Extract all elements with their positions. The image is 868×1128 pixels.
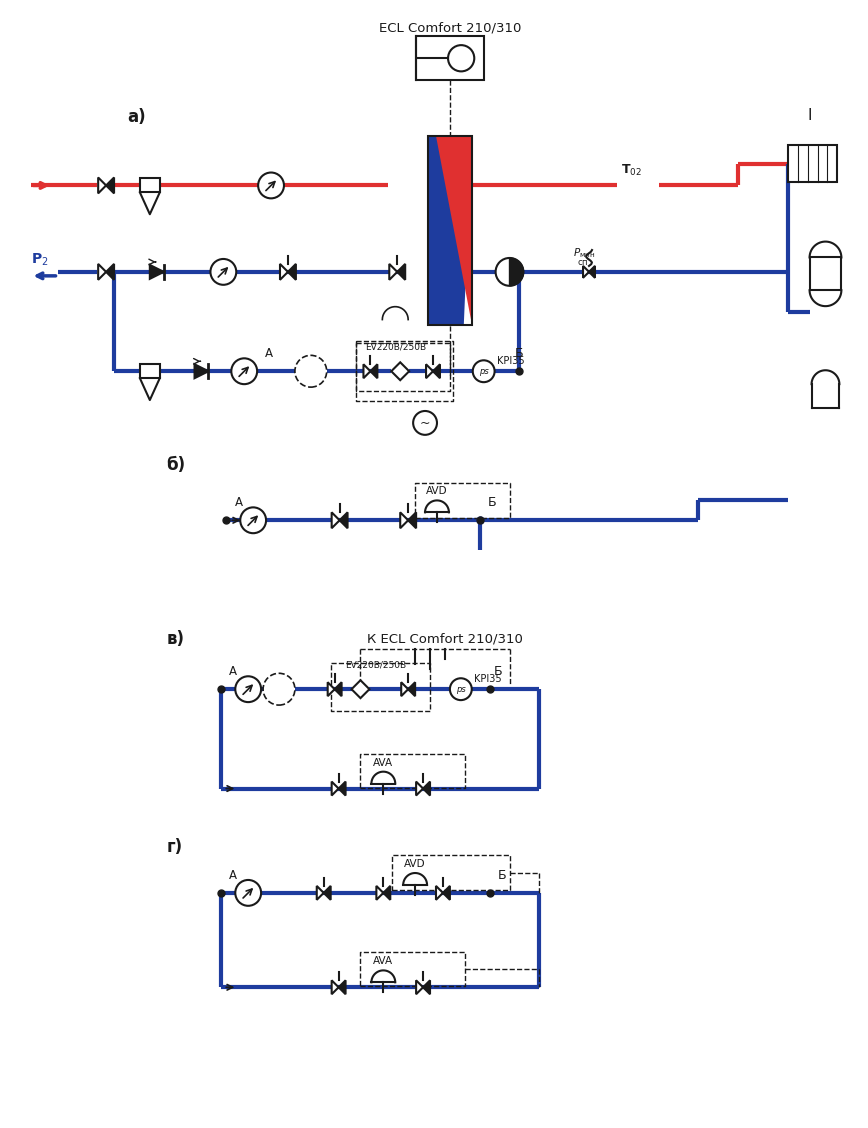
Circle shape bbox=[448, 45, 474, 71]
Polygon shape bbox=[436, 135, 471, 325]
Polygon shape bbox=[589, 266, 595, 277]
Polygon shape bbox=[443, 885, 450, 900]
Polygon shape bbox=[339, 980, 345, 994]
Circle shape bbox=[496, 258, 523, 285]
Polygon shape bbox=[416, 980, 423, 994]
Polygon shape bbox=[288, 264, 296, 280]
Text: EV220B/250B: EV220B/250B bbox=[345, 660, 406, 669]
Polygon shape bbox=[98, 177, 106, 193]
Polygon shape bbox=[389, 264, 398, 280]
Text: ps: ps bbox=[456, 685, 466, 694]
Circle shape bbox=[210, 259, 236, 284]
Polygon shape bbox=[423, 782, 430, 795]
Circle shape bbox=[235, 880, 261, 906]
Text: KPI35: KPI35 bbox=[496, 356, 524, 367]
Polygon shape bbox=[106, 177, 114, 193]
Text: А: А bbox=[229, 869, 237, 882]
Circle shape bbox=[473, 360, 495, 382]
Text: г): г) bbox=[167, 838, 183, 856]
Polygon shape bbox=[339, 512, 347, 528]
Polygon shape bbox=[280, 264, 288, 280]
Polygon shape bbox=[328, 682, 335, 696]
Polygon shape bbox=[416, 782, 423, 795]
Polygon shape bbox=[335, 682, 342, 696]
Polygon shape bbox=[352, 680, 370, 698]
Circle shape bbox=[240, 508, 266, 534]
Circle shape bbox=[413, 411, 437, 434]
Text: AVD: AVD bbox=[404, 860, 426, 869]
Polygon shape bbox=[332, 782, 339, 795]
Polygon shape bbox=[317, 885, 324, 900]
Polygon shape bbox=[583, 266, 589, 277]
Polygon shape bbox=[426, 364, 433, 378]
Polygon shape bbox=[428, 135, 471, 325]
Text: Б: Б bbox=[497, 869, 506, 882]
Polygon shape bbox=[400, 512, 408, 528]
Polygon shape bbox=[433, 364, 440, 378]
Polygon shape bbox=[377, 885, 384, 900]
Text: $\rm сп$: $\rm сп$ bbox=[577, 258, 589, 267]
Text: ~: ~ bbox=[420, 416, 431, 430]
Polygon shape bbox=[364, 364, 371, 378]
FancyBboxPatch shape bbox=[140, 364, 160, 378]
FancyBboxPatch shape bbox=[788, 144, 838, 183]
Text: К ECL Comfort 210/310: К ECL Comfort 210/310 bbox=[367, 633, 523, 645]
Text: А: А bbox=[229, 666, 237, 678]
Text: EV220B/250B: EV220B/250B bbox=[365, 343, 426, 352]
Text: б): б) bbox=[167, 456, 186, 474]
Text: ECL Comfort 210/310: ECL Comfort 210/310 bbox=[378, 21, 521, 35]
Polygon shape bbox=[98, 264, 106, 280]
Circle shape bbox=[263, 673, 295, 705]
Polygon shape bbox=[332, 512, 339, 528]
Circle shape bbox=[295, 355, 326, 387]
Text: А: А bbox=[235, 496, 243, 510]
Text: ps: ps bbox=[479, 367, 489, 376]
FancyBboxPatch shape bbox=[140, 178, 160, 193]
Polygon shape bbox=[391, 362, 409, 380]
Polygon shape bbox=[324, 885, 331, 900]
Polygon shape bbox=[332, 980, 339, 994]
FancyBboxPatch shape bbox=[416, 36, 483, 80]
Text: Б: Б bbox=[515, 347, 523, 360]
Text: в): в) bbox=[167, 629, 185, 647]
Polygon shape bbox=[436, 885, 443, 900]
Circle shape bbox=[450, 678, 471, 700]
Polygon shape bbox=[423, 980, 430, 994]
Polygon shape bbox=[150, 265, 164, 279]
Polygon shape bbox=[408, 512, 416, 528]
Circle shape bbox=[231, 359, 257, 385]
Text: Б: Б bbox=[493, 666, 502, 678]
Polygon shape bbox=[401, 682, 408, 696]
Polygon shape bbox=[106, 264, 114, 280]
Text: $\mathbf{P}_2$: $\mathbf{P}_2$ bbox=[30, 252, 48, 268]
Text: $P_{\rm мин}$: $P_{\rm мин}$ bbox=[573, 246, 595, 259]
Text: AVD: AVD bbox=[426, 486, 448, 496]
Text: Б: Б bbox=[487, 496, 496, 510]
Polygon shape bbox=[510, 258, 523, 285]
Polygon shape bbox=[194, 364, 208, 378]
Text: I: I bbox=[807, 108, 812, 123]
Polygon shape bbox=[371, 364, 378, 378]
Text: KPI35: KPI35 bbox=[474, 675, 502, 685]
Text: А: А bbox=[265, 347, 273, 360]
Text: а): а) bbox=[127, 108, 146, 126]
Circle shape bbox=[235, 677, 261, 702]
Polygon shape bbox=[384, 885, 391, 900]
Text: $\mathbf{T}_{02}$: $\mathbf{T}_{02}$ bbox=[621, 162, 641, 177]
Text: AVA: AVA bbox=[373, 758, 393, 768]
Polygon shape bbox=[339, 782, 345, 795]
Text: AVA: AVA bbox=[373, 957, 393, 967]
Polygon shape bbox=[398, 264, 405, 280]
Polygon shape bbox=[408, 682, 415, 696]
Circle shape bbox=[258, 173, 284, 199]
